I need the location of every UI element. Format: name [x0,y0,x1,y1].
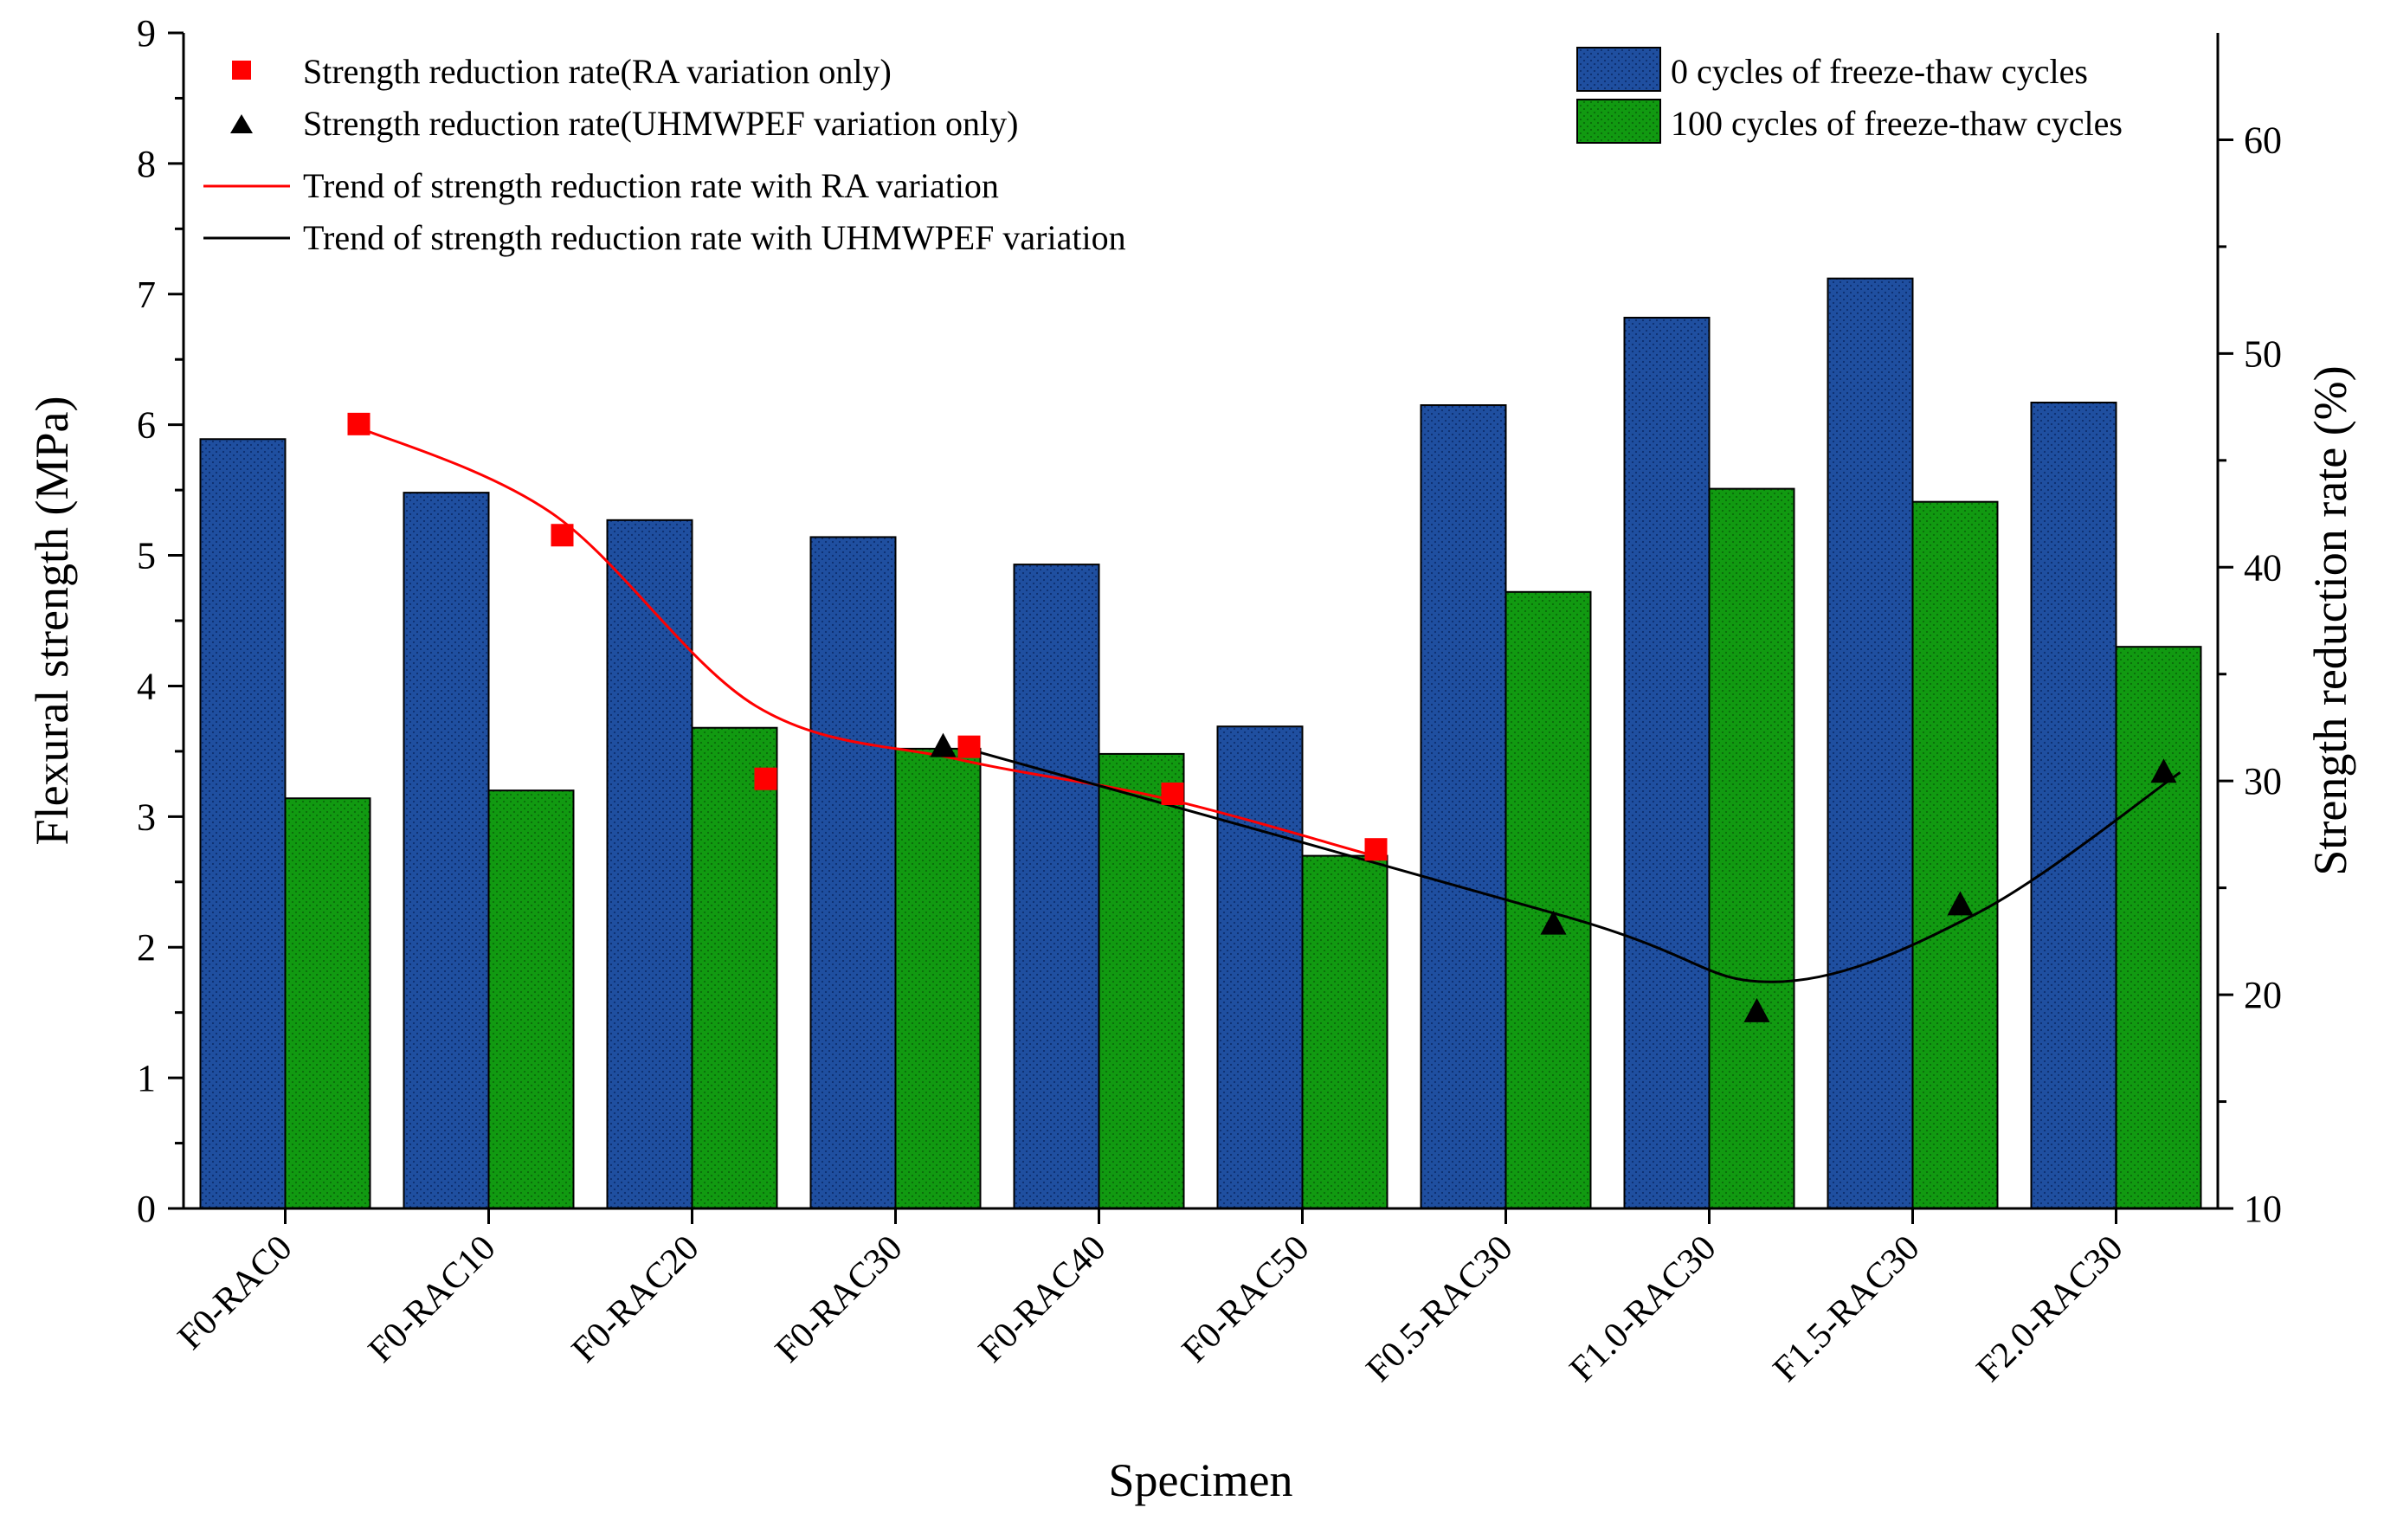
legend-label-0-cycles: 0 cycles of freeze-thaw cycles [1671,52,2088,91]
x-tick-label: F0-RAC20 [564,1228,707,1371]
bar-0-cycles [1420,404,1507,1209]
y2-tick-label: 40 [2244,546,2282,589]
bar-0-cycles [1216,725,1304,1209]
point-ra [1161,782,1184,805]
y-tick-label: 6 [137,404,156,447]
point-fiber [1947,891,1974,916]
legend-label-ra-trend: Trend of strength reduction rate with RA… [303,166,999,205]
bar-0-cycles [1013,564,1100,1209]
y2-tick-label: 10 [2244,1188,2282,1230]
y-tick-label: 0 [137,1188,156,1230]
legend-swatch-0-cycles [1576,47,1661,92]
point-ra [754,767,777,790]
y2-tick-label: 20 [2244,974,2282,1016]
bar-0-cycles [1827,277,1914,1209]
y-tick-label: 3 [137,796,156,838]
x-tick-label: F1.0-RAC30 [1562,1228,1724,1390]
point-ra [957,735,981,758]
legend-label-100-cycles: 100 cycles of freeze-thaw cycles [1671,104,2123,143]
x-ticks: F0-RAC0 F0-RAC10 F0-RAC20 F0-RAC30 F0-RAC40 F… [171,1208,2131,1389]
legend-left: Strength reduction rate(RA variation onl… [203,52,1126,257]
y-tick-label: 8 [137,143,156,185]
y2-tick-label: 60 [2244,119,2282,161]
markers-group [347,412,2177,1022]
bar-100-cycles [2115,646,2202,1209]
point-fiber [1540,910,1567,935]
bar-100-cycles [487,789,575,1210]
y-tick-label: 5 [137,535,156,577]
point-fiber [930,732,957,757]
bar-0-cycles [403,492,490,1209]
bar-100-cycles [1504,590,1592,1209]
y-tick-label: 7 [137,274,156,316]
bar-100-cycles [1301,854,1389,1209]
legend-label-fiber-trend: Trend of strength reduction rate with UH… [303,218,1126,257]
x-tick-label: F0-RAC10 [361,1228,504,1371]
bar-100-cycles [894,747,982,1209]
point-fiber [2150,758,2177,783]
legend-swatch-ra-points [232,61,251,80]
trend-line-fiber [959,745,2181,983]
x-tick-label: F0-RAC30 [768,1228,911,1371]
legend-label-fiber-points: Strength reduction rate(UHMWPEF variatio… [303,104,1018,143]
x-tick-label: F0-RAC0 [171,1228,300,1358]
legend-swatch-100-cycles [1576,99,1661,144]
bar-0-cycles [1623,316,1711,1210]
point-fiber [1743,997,1770,1022]
x-tick-label: F0.5-RAC30 [1359,1228,1521,1390]
y2-tick-label: 50 [2244,332,2282,375]
x-tick-label: F0-RAC50 [1175,1228,1318,1371]
y2-axis-title: Strength reduction rate (%) [2304,365,2356,875]
point-ra [1364,838,1388,861]
y2-tick-label: 30 [2244,760,2282,802]
bar-0-cycles [606,519,693,1209]
legend-right: 0 cycles of freeze-thaw cycles 100 cycle… [1576,47,2123,144]
left-y-ticks: 0 1 2 3 4 5 6 7 8 9 [137,12,184,1230]
legend-label-ra-points: Strength reduction rate(RA variation onl… [303,52,892,91]
bars-group [199,277,2202,1210]
bar-0-cycles [2030,402,2117,1209]
point-ra [551,524,574,547]
y-tick-label: 1 [137,1057,156,1099]
bar-0-cycles [809,536,897,1209]
x-axis-title: Specimen [1109,1454,1293,1506]
bar-0-cycles [199,438,287,1209]
bar-100-cycles [1098,752,1185,1209]
bar-100-cycles [1708,487,1795,1209]
legend-swatch-fiber-points [230,114,253,133]
y-tick-label: 4 [137,665,156,707]
x-tick-label: F1.5-RAC30 [1766,1228,1928,1390]
y-tick-label: 2 [137,926,156,969]
x-tick-label: F0-RAC40 [971,1228,1114,1371]
x-tick-label: F2.0-RAC30 [1969,1228,2131,1390]
right-y-ticks: 10 20 30 40 50 60 [2218,119,2282,1230]
bar-100-cycles [1911,500,1999,1209]
bar-100-cycles [691,726,778,1209]
y-axis-title: Flexural strength (MPa) [26,396,78,846]
point-ra [347,412,370,435]
bar-100-cycles [284,797,371,1209]
y-tick-label: 9 [137,12,156,55]
